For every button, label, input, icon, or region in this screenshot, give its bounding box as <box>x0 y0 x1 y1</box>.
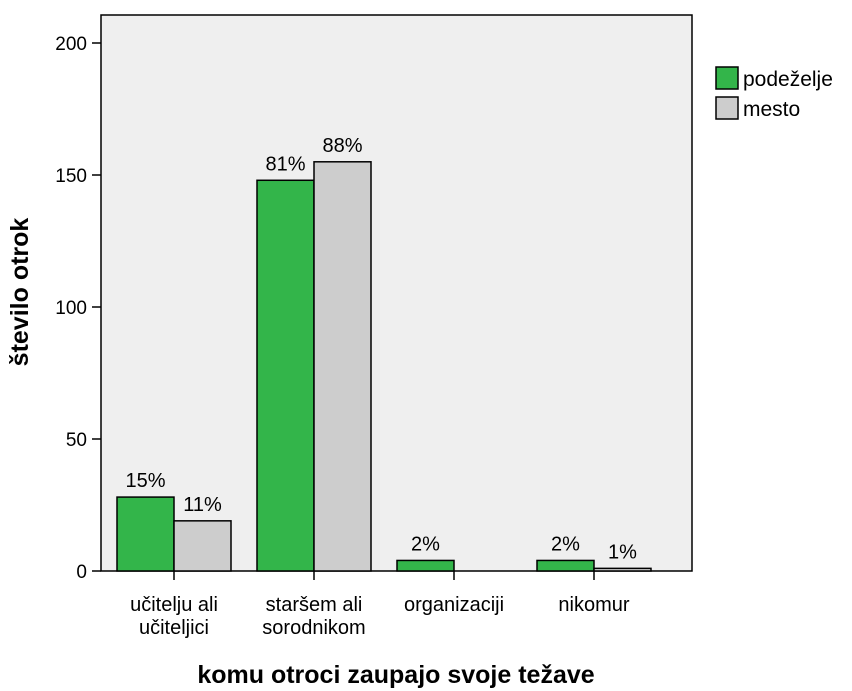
x-tick-label: sorodnikom <box>262 617 365 639</box>
data-label: 2% <box>551 533 580 555</box>
x-axis-title: komu otroci zaupajo svoje težave <box>197 661 594 689</box>
data-label: 81% <box>265 153 305 175</box>
y-axis-title: število otrok <box>6 218 34 367</box>
legend-label: podeželje <box>743 68 833 91</box>
data-labels: 15% 11% 81% 88% 2% 2% 1% <box>125 135 637 564</box>
bar <box>313 161 372 572</box>
bar <box>116 496 175 572</box>
bar <box>396 559 455 572</box>
x-tick-label: učiteljici <box>139 617 209 639</box>
x-tick-label: učitelju ali <box>130 594 218 616</box>
legend: podeželje mesto <box>715 66 833 121</box>
y-tick-label: 0 <box>76 562 87 583</box>
bar <box>536 559 595 572</box>
y-tick-label: 50 <box>66 430 87 451</box>
legend-label: mesto <box>743 98 800 121</box>
data-label: 1% <box>608 541 637 563</box>
plot-area <box>100 14 693 572</box>
x-tick-label: staršem ali <box>266 594 363 616</box>
y-tick-label: 100 <box>55 298 87 319</box>
data-label: 11% <box>183 494 222 516</box>
y-tick-label: 200 <box>55 34 87 55</box>
y-tick-label: 150 <box>55 166 87 187</box>
bar <box>256 179 315 572</box>
data-label: 2% <box>411 533 440 555</box>
bar <box>173 520 232 572</box>
y-axis: 0 50 100 150 200 <box>55 34 101 583</box>
legend-swatch <box>715 96 739 120</box>
bars <box>116 161 652 572</box>
x-tick-label: organizaciji <box>404 594 504 616</box>
x-tick-label: nikomur <box>558 594 629 616</box>
data-label: 88% <box>322 135 362 157</box>
bar <box>593 567 652 572</box>
legend-swatch <box>715 66 739 90</box>
data-label: 15% <box>125 470 165 492</box>
